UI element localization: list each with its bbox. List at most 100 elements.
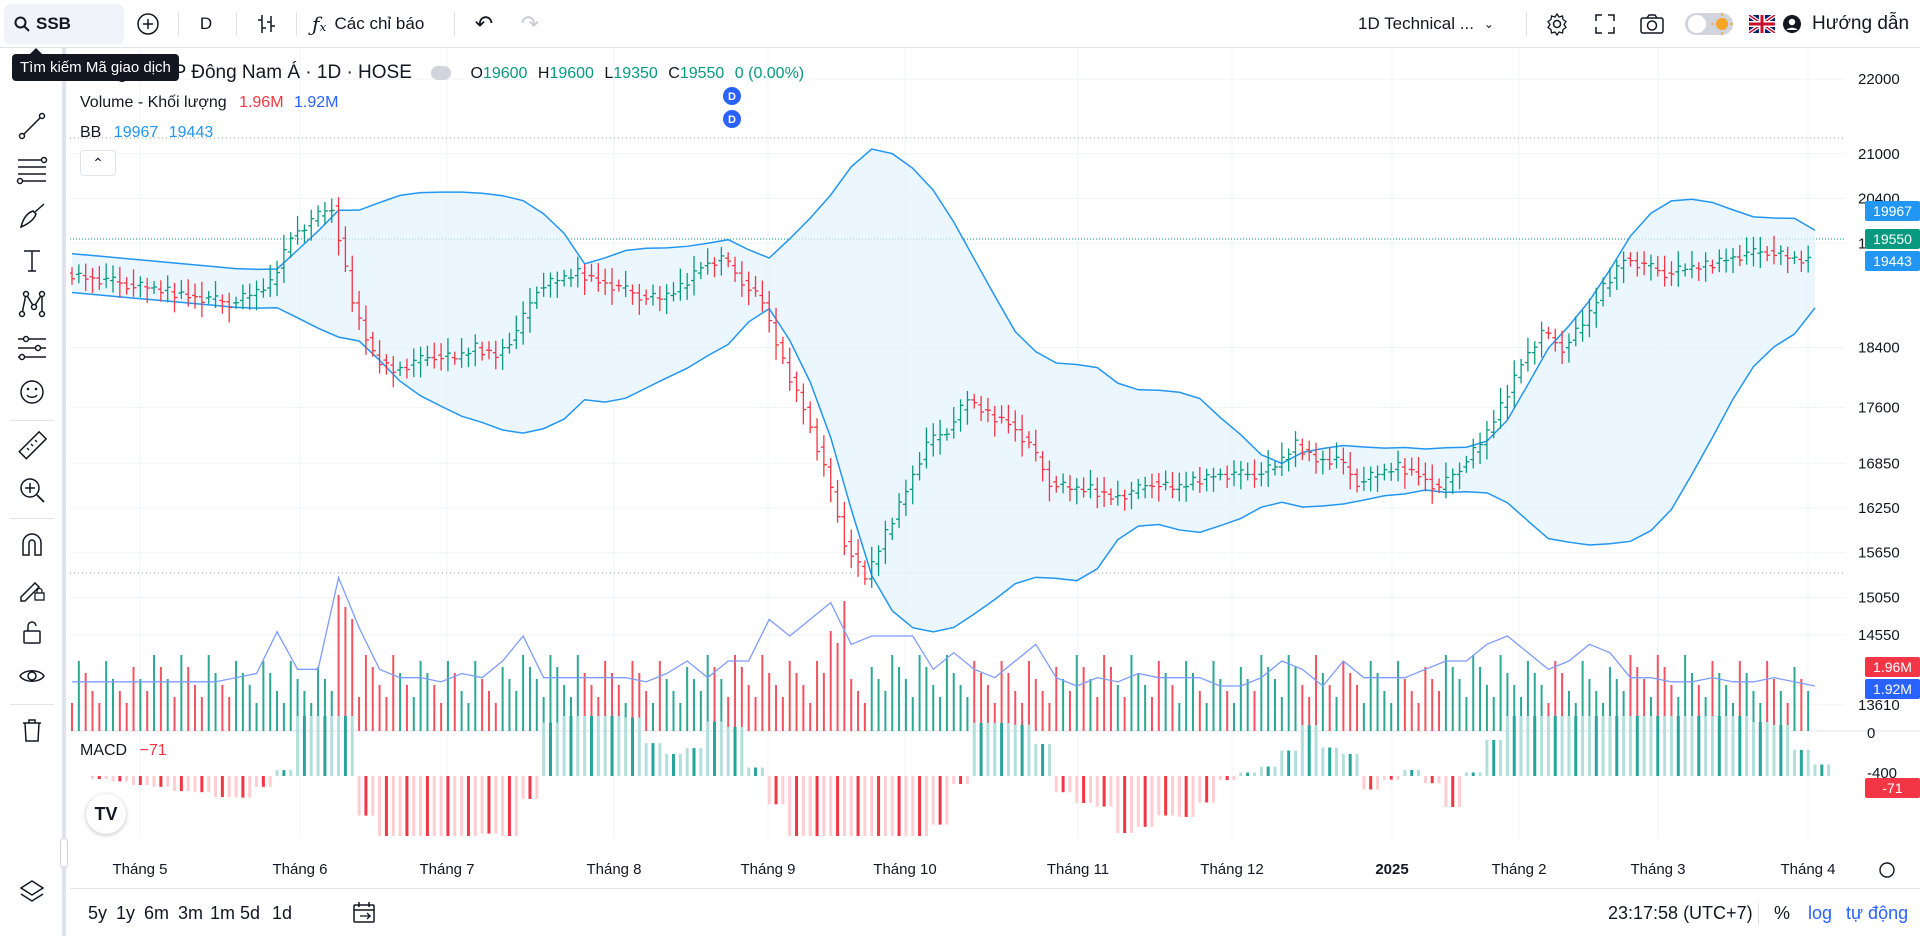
range-button-1d[interactable]: 1d: [272, 902, 293, 923]
dividend-event-marker: [723, 110, 741, 128]
bb-upper-tag: 19967: [1865, 201, 1920, 221]
trend-line-tool[interactable]: [14, 108, 50, 144]
toolbar-divider: [10, 704, 54, 705]
layers-icon: [19, 880, 45, 902]
symbol-search-button[interactable]: SSB: [4, 4, 124, 44]
chart-canvas[interactable]: DD22000210002040019800184001760016850162…: [69, 48, 1920, 888]
indicators-label: Các chỉ báo: [334, 14, 425, 33]
macd-value: −71: [139, 742, 167, 759]
redo-button[interactable]: ↷: [514, 0, 546, 48]
clock[interactable]: 23:17:58 (UTC+7): [1608, 902, 1753, 923]
percent-scale-button[interactable]: %: [1774, 902, 1791, 923]
language-button[interactable]: [1748, 0, 1776, 48]
macd-tag: -71: [1865, 778, 1920, 798]
layout-select[interactable]: 1D Technical ... ⌄: [1358, 0, 1518, 48]
trash-icon: [23, 719, 41, 742]
compare-button[interactable]: [132, 0, 164, 48]
fib-tool[interactable]: [14, 152, 50, 188]
pattern-tool[interactable]: [14, 286, 50, 322]
time-axis-label: Tháng 3: [1630, 861, 1685, 878]
layout-name: 1D Technical ...: [1358, 14, 1474, 33]
price-axis-label: 18400: [1858, 340, 1900, 357]
settings-button[interactable]: [1540, 0, 1574, 48]
range-button-5y[interactable]: 5y: [88, 902, 108, 923]
time-axis-label: 2025: [1375, 861, 1408, 878]
symbol-search-tooltip: Tìm kiếm Mã giao dịch: [12, 48, 179, 81]
toolbar-divider: [178, 12, 179, 36]
help-button[interactable]: Hướng dẫn: [1782, 0, 1912, 48]
legend-collapse-pill[interactable]: [431, 65, 452, 80]
macd-axis-label: 0: [1867, 725, 1875, 742]
fullscreen-button[interactable]: [1588, 0, 1622, 48]
interval-button[interactable]: D: [199, 14, 213, 33]
bb-upper-value: 19967: [113, 124, 159, 141]
bb-fill: [72, 149, 1815, 632]
emoji-tool[interactable]: [14, 374, 50, 410]
toolbar-divider: [10, 420, 54, 421]
auto-scale-button[interactable]: tự động: [1846, 902, 1909, 923]
range-button-6m[interactable]: 6m: [144, 902, 170, 923]
price-axis-label: 16850: [1858, 455, 1900, 472]
object-tree-tool[interactable]: [14, 874, 50, 910]
snapshot-button[interactable]: [1634, 0, 1670, 48]
chart-area[interactable]: DD22000210002040019800184001760016850162…: [60, 48, 1920, 888]
log-scale-button[interactable]: log: [1808, 902, 1833, 923]
time-axis-label: Tháng 7: [419, 861, 474, 878]
forecast-icon: [18, 335, 46, 361]
range-button-5d[interactable]: 5d: [240, 902, 261, 923]
brush-tool[interactable]: [14, 198, 50, 234]
price-axis-label: 14550: [1858, 627, 1900, 644]
range-button-1m[interactable]: 1m: [210, 902, 236, 923]
price-axis-label: 21000: [1858, 146, 1900, 163]
ohlc-values: O19600 H19600 L19350 C19550 0 (0.00%): [470, 65, 805, 82]
date-range-button[interactable]: [352, 889, 378, 936]
macd-label: MACD: [80, 742, 128, 759]
volume-ma-tag: 1.92M: [1865, 679, 1920, 699]
lock-drawings-tool[interactable]: [14, 614, 50, 650]
time-axis-label: Tháng 5: [112, 861, 167, 878]
macd-axis-label: -400: [1867, 765, 1897, 782]
volume-tag: 1.96M: [1865, 657, 1920, 677]
unlock-icon: [23, 621, 41, 644]
zoom-tool[interactable]: [14, 472, 50, 508]
measure-tool[interactable]: [14, 428, 50, 464]
theme-switch-icon: [1685, 13, 1733, 35]
ruler-icon: [18, 431, 47, 460]
pencil-lock-icon: [20, 581, 45, 602]
magnet-icon: [22, 533, 42, 556]
zoom-in-icon: [20, 478, 45, 503]
bb-legend[interactable]: BB 19967 19443: [80, 124, 213, 142]
magnet-tool[interactable]: [14, 526, 50, 562]
price-axis-label: 22000: [1858, 71, 1900, 88]
chevron-up-icon: ⌃: [92, 154, 104, 171]
gear-icon: [1547, 12, 1567, 36]
macd-legend[interactable]: MACD −71: [80, 742, 167, 760]
tv-logo-icon: T⁠V: [94, 803, 118, 824]
time-axis-label: Tháng 9: [740, 861, 795, 878]
hide-drawings-tool[interactable]: [14, 658, 50, 694]
remove-drawings-tool[interactable]: [14, 712, 50, 748]
chart-type-button[interactable]: [250, 0, 282, 48]
bb-lower-value: 19443: [168, 124, 214, 141]
indicators-button[interactable]: ƒₓ Các chỉ báo: [312, 0, 442, 48]
plus-circle-icon: [137, 13, 159, 35]
dividend-event-label: D: [728, 114, 736, 126]
eye-icon: [19, 670, 45, 682]
range-button-1y[interactable]: 1y: [116, 902, 136, 923]
theme-toggle[interactable]: [1684, 0, 1736, 48]
fullscreen-icon: [1595, 14, 1615, 34]
undo-button[interactable]: ↶: [468, 0, 500, 48]
volume-value: 1.96M: [239, 94, 284, 111]
volume-legend[interactable]: Volume - Khối lượng 1.96M 1.92M: [80, 94, 338, 112]
prediction-tool[interactable]: [14, 330, 50, 366]
sidebar-collapse-handle[interactable]: [60, 838, 68, 868]
bb-lower-tag: 19443: [1865, 251, 1920, 271]
bb-lower-line: [71, 291, 1816, 633]
toolbar-divider: [10, 518, 54, 519]
range-button-3m[interactable]: 3m: [178, 902, 204, 923]
tradingview-logo[interactable]: T⁠V: [86, 794, 126, 834]
text-tool[interactable]: [14, 242, 50, 278]
time-axis-label: Tháng 2: [1491, 861, 1546, 878]
legend-collapse-button[interactable]: ⌃: [80, 150, 116, 176]
stay-drawing-tool[interactable]: [14, 570, 50, 606]
